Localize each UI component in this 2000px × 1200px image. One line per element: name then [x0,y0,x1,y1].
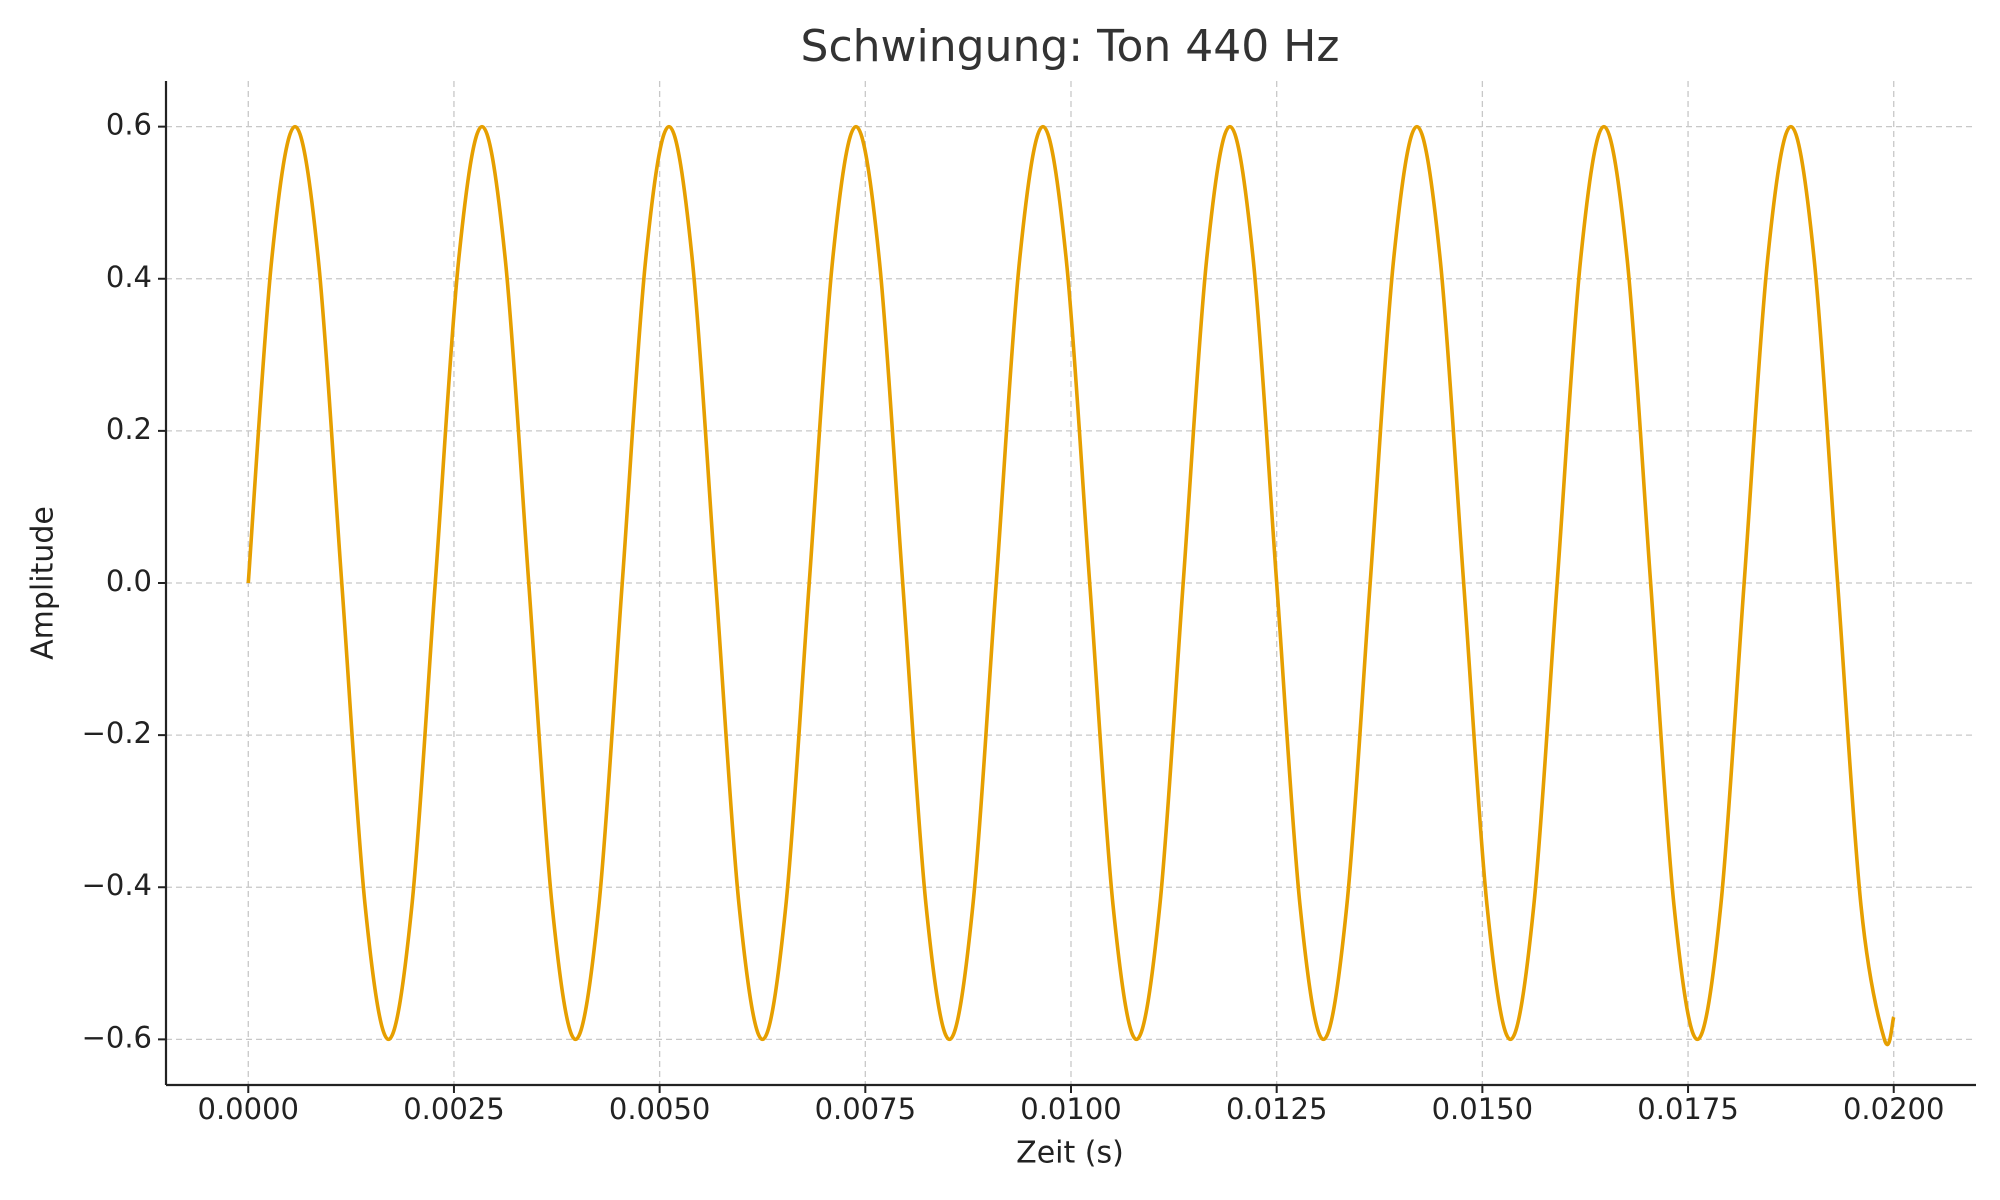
x-axis-label: Zeit (s) [1016,1136,1124,1171]
x-tick-label: 0.0075 [815,1092,916,1126]
y-tick-label: −0.4 [82,868,152,902]
x-tick-label: 0.0025 [403,1092,504,1126]
y-tick-label: −0.2 [82,716,152,750]
x-tick-label: 0.0200 [1843,1092,1944,1126]
y-tick-label: −0.6 [82,1020,152,1054]
y-axis-label: Amplitude [26,506,61,660]
y-tick-label: 0.4 [106,260,152,294]
x-tick-label: 0.0175 [1637,1092,1738,1126]
x-tick-label: 0.0000 [198,1092,299,1126]
line-series [246,124,1896,1047]
y-tick-label: 0.2 [106,412,152,446]
chart-title: Schwingung: Ton 440 Hz [801,21,1340,72]
x-tick-label: 0.0100 [1020,1092,1121,1126]
y-tick-label: 0.6 [106,108,152,142]
x-tick-label: 0.0125 [1226,1092,1327,1126]
y-tick-label: 0.0 [106,564,152,598]
x-tick-label: 0.0050 [609,1092,710,1126]
x-tick-label: 0.0150 [1432,1092,1533,1126]
